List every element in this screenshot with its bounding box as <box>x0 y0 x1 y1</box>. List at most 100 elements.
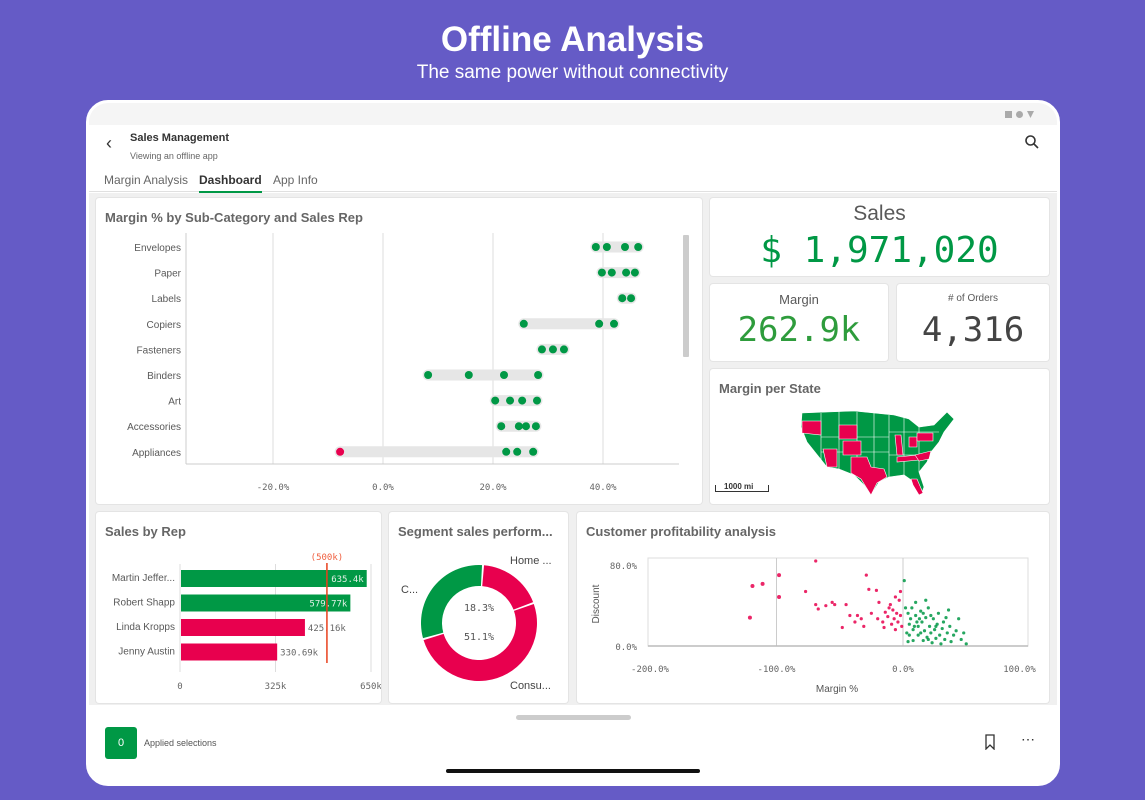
donut-segment <box>423 604 537 681</box>
data-point <box>917 617 922 621</box>
bookmark-icon[interactable] <box>984 734 996 750</box>
data-label: 635.4k <box>331 575 364 585</box>
donut-segment <box>421 565 483 639</box>
data-point <box>506 396 515 405</box>
data-point <box>900 624 904 628</box>
data-point <box>911 638 915 643</box>
data-point <box>760 581 765 586</box>
data-point <box>833 602 837 607</box>
data-point <box>924 616 928 620</box>
data-point <box>891 608 895 612</box>
data-point <box>867 587 871 591</box>
kpi-label: # of Orders <box>947 293 999 304</box>
category-label: Appliances <box>132 448 181 459</box>
chart-title: Margin % by Sub-Category and Sales Rep <box>105 210 363 225</box>
data-point <box>529 447 538 456</box>
data-point <box>941 620 946 624</box>
segment-sales-card[interactable]: Segment sales perform... 18.3% 51.1% Home … <box>389 512 568 703</box>
data-point <box>931 617 935 621</box>
data-point <box>531 422 540 431</box>
y-tick-label: 0.0% <box>615 643 637 653</box>
data-point <box>497 422 506 431</box>
search-icon[interactable] <box>1024 134 1040 150</box>
tab-dashboard[interactable]: Dashboard <box>199 173 262 193</box>
data-point <box>938 633 942 637</box>
margin-kpi[interactable]: Margin 262.9k <box>710 284 888 361</box>
data-point <box>905 631 909 635</box>
data-point <box>919 631 923 635</box>
x-tick-label: 0 <box>177 682 182 692</box>
data-point <box>864 573 868 577</box>
bottom-bar: 0 Applied selections ⋯ <box>89 705 1057 783</box>
back-chevron-icon[interactable]: ‹ <box>106 133 112 153</box>
more-options-icon[interactable]: ⋯ <box>1021 731 1036 747</box>
data-point <box>914 600 918 604</box>
data-point <box>907 622 911 626</box>
data-point <box>944 616 948 620</box>
data-point <box>500 371 508 379</box>
data-point <box>519 319 528 328</box>
data-point <box>898 613 903 618</box>
drag-handle[interactable] <box>516 715 631 720</box>
scrollbar[interactable] <box>683 235 689 357</box>
donut-segment <box>482 565 534 610</box>
data-point <box>934 636 938 640</box>
data-point <box>930 641 934 645</box>
tab-margin-analysis[interactable]: Margin Analysis <box>104 173 189 187</box>
category-label: Jenny Austin <box>118 647 175 658</box>
data-point <box>518 396 527 405</box>
kpi-value: $ 1,971,020 <box>760 230 999 271</box>
data-point <box>777 573 782 578</box>
bar <box>181 570 367 587</box>
data-point <box>548 345 557 354</box>
x-tick-label: 0.0% <box>372 483 394 493</box>
category-label: Paper <box>154 269 181 280</box>
sales-by-rep-card[interactable]: Sales by Rep 0 325k 650k Martin Jeffer... 63… <box>96 512 381 703</box>
data-point <box>920 620 924 624</box>
map-scale-label: 1000 mi <box>724 482 754 491</box>
data-point <box>877 600 881 604</box>
data-point <box>903 606 908 610</box>
reference-line-label: (500k) <box>311 553 344 563</box>
chart-title: Sales by Rep <box>105 524 186 539</box>
category-label: Copiers <box>147 320 181 331</box>
data-point <box>915 620 919 624</box>
data-point <box>919 609 923 613</box>
data-point <box>634 243 643 251</box>
margin-by-subcategory-card[interactable]: Margin % by Sub-Category and Sales Rep -… <box>96 198 702 504</box>
data-point <box>491 396 500 405</box>
data-point <box>933 628 937 632</box>
data-point <box>893 628 898 632</box>
selections-count-badge[interactable]: 0 <box>105 727 137 759</box>
sales-kpi[interactable]: Sales $ 1,971,020 <box>710 198 1049 276</box>
tab-app-info[interactable]: App Info <box>273 173 318 187</box>
wifi-icon <box>1016 111 1023 118</box>
applied-selections-label[interactable]: Applied selections <box>144 738 217 748</box>
data-point <box>814 602 818 607</box>
map-scale-bar <box>715 485 769 492</box>
chart-title: Margin per State <box>719 381 821 396</box>
x-tick-label: 100.0% <box>1003 665 1036 675</box>
margin-per-state-card[interactable]: Margin per State 1000 mi <box>710 369 1049 504</box>
data-point <box>926 637 930 642</box>
orders-kpi[interactable]: # of Orders 4,316 <box>897 284 1049 361</box>
customer-profitability-card[interactable]: Customer profitability analysis -200.0% -… <box>577 512 1049 703</box>
data-point <box>906 640 910 644</box>
data-point <box>912 624 916 628</box>
data-point <box>602 243 611 251</box>
data-point <box>750 584 755 589</box>
x-tick-label: 0.0% <box>892 665 914 675</box>
us-map[interactable] <box>799 407 959 499</box>
hero-title: Offline Analysis <box>440 20 705 59</box>
hero-subtitle: The same power without connectivity <box>416 62 729 83</box>
data-point <box>910 606 914 610</box>
data-point <box>534 371 543 379</box>
category-label: Envelopes <box>134 243 181 254</box>
data-point <box>934 624 938 628</box>
data-point <box>898 589 903 594</box>
app-header: ‹ Sales Management Viewing an offline ap… <box>89 125 1057 193</box>
data-point <box>949 640 953 644</box>
data-point <box>924 598 928 602</box>
data-point <box>502 447 511 456</box>
status-bar <box>89 103 1057 125</box>
